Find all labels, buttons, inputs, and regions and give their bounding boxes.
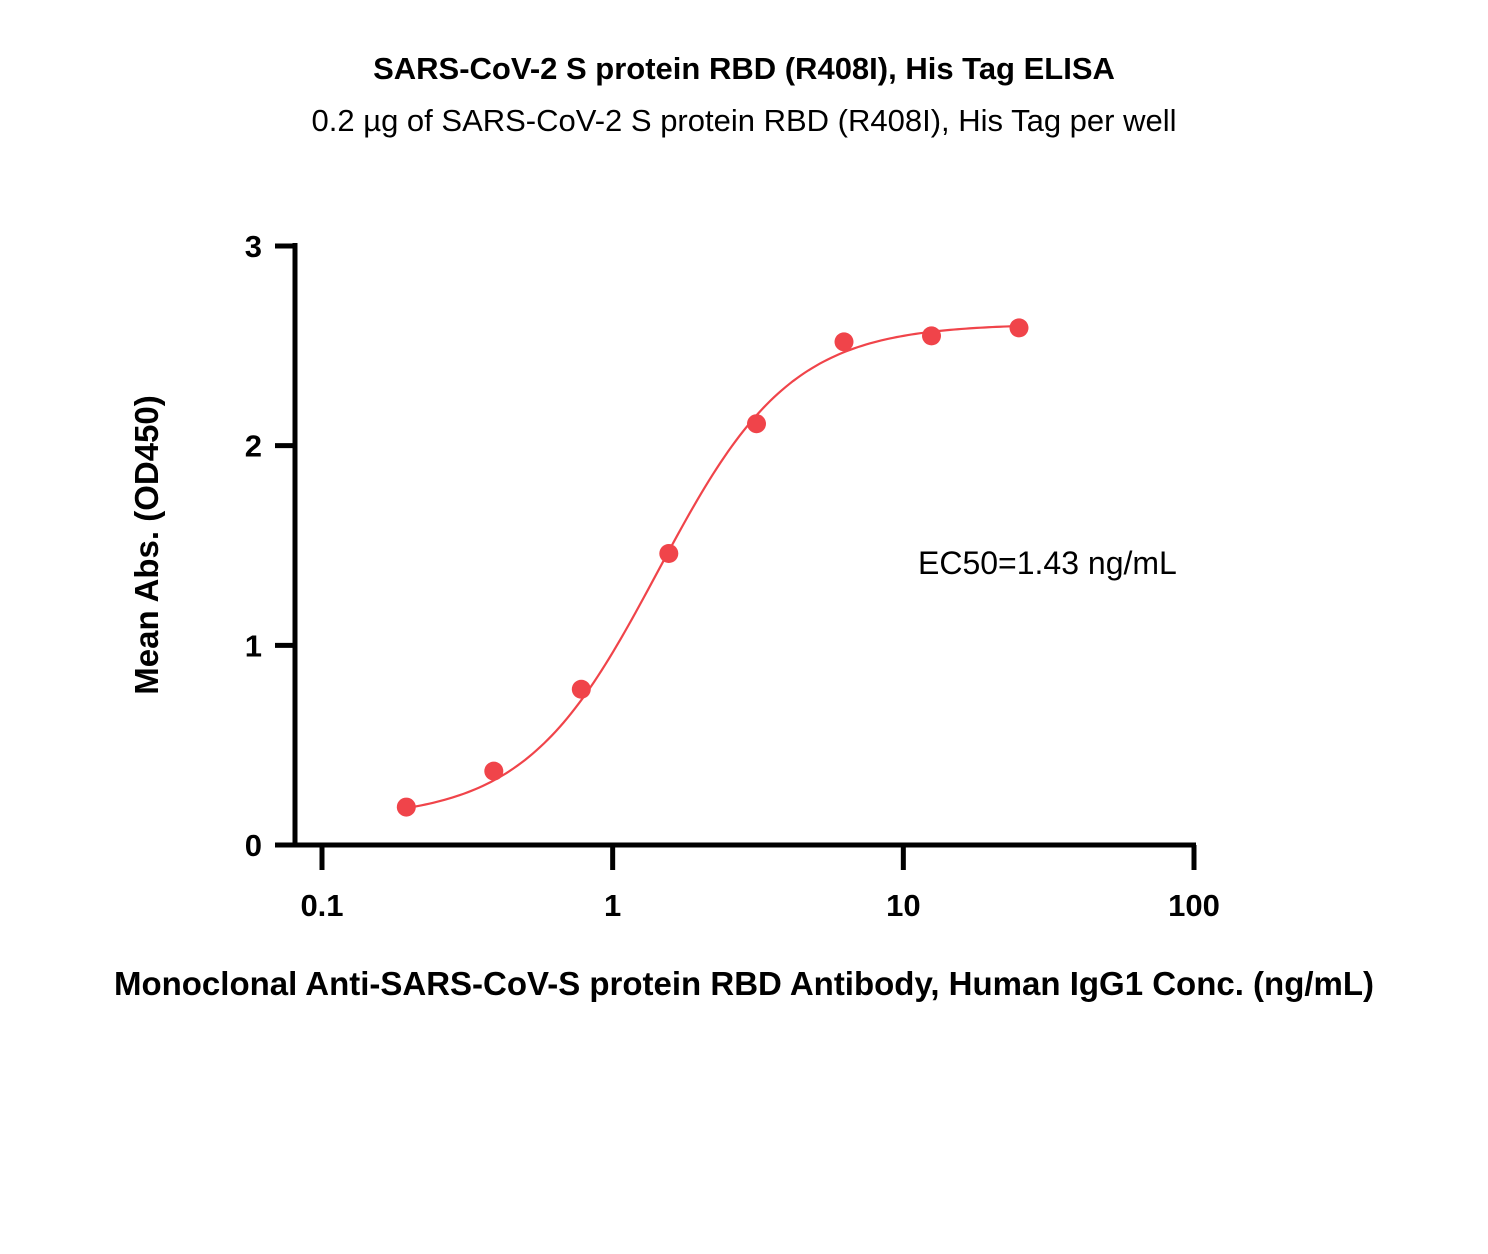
x-axis-title: Monoclonal Anti-SARS-CoV-S protein RBD A… <box>114 965 1374 1002</box>
data-point <box>922 326 942 346</box>
ec50-annotation: EC50=1.43 ng/mL <box>918 545 1177 581</box>
x-tick-label: 10 <box>886 888 920 923</box>
data-point <box>571 679 591 699</box>
data-point <box>834 332 854 352</box>
data-point <box>659 543 679 563</box>
data-points <box>396 318 1029 817</box>
y-tick-label: 0 <box>245 828 262 863</box>
data-point <box>1009 318 1029 338</box>
y-axis-title: Mean Abs. (OD450) <box>128 395 165 695</box>
data-point <box>747 414 767 434</box>
y-tick-label: 1 <box>245 628 262 663</box>
x-tick-label: 100 <box>1168 888 1220 923</box>
x-tick-label: 1 <box>604 888 621 923</box>
y-tick-label: 3 <box>245 229 262 264</box>
x-tick-label: 0.1 <box>300 888 343 923</box>
chart-title: SARS-CoV-2 S protein RBD (R408I), His Ta… <box>373 51 1115 86</box>
fit-curve <box>406 324 1020 810</box>
data-point <box>484 761 504 781</box>
y-axis-ticks: 0 1 2 3 <box>245 229 295 863</box>
data-point <box>396 797 416 817</box>
chart-subtitle: 0.2 µg of SARS-CoV-2 S protein RBD (R408… <box>312 103 1177 138</box>
y-tick-label: 2 <box>245 429 262 464</box>
x-axis-ticks: 0.1 1 10 100 <box>300 845 1220 923</box>
